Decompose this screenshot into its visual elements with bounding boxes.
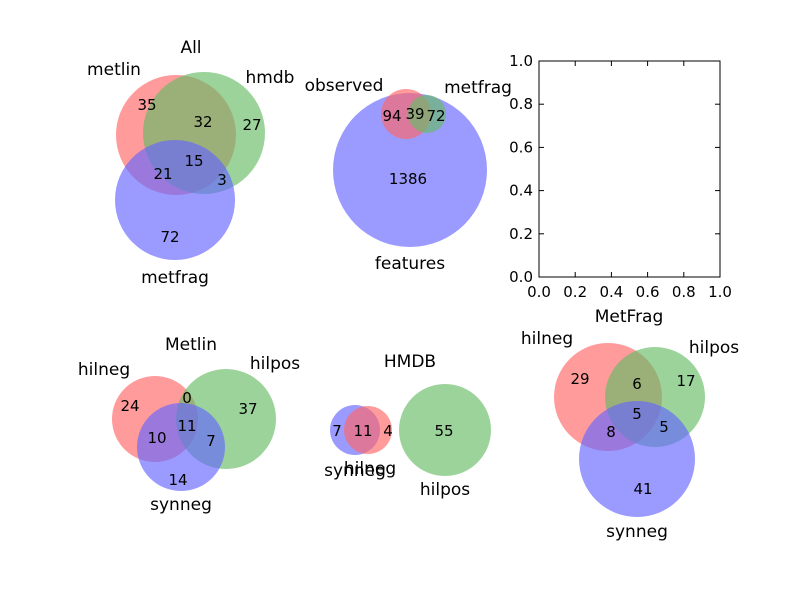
set-label-hilpos: hilpos bbox=[250, 354, 300, 374]
region-count: 32 bbox=[193, 113, 212, 131]
empty-axes: 0.0 0.2 0.4 0.6 0.8 1.0 0.0 0.2 0.4 0.6 0.8 1.0 bbox=[509, 52, 732, 301]
region-count: 6 bbox=[632, 375, 642, 393]
region-count: 5 bbox=[632, 405, 642, 423]
set-circle-metfrag bbox=[408, 95, 446, 133]
region-count: 4 bbox=[383, 422, 393, 440]
x-tick-label: 1.0 bbox=[708, 283, 732, 301]
x-tick-label: 0.8 bbox=[672, 283, 696, 301]
y-tick-label: 1.0 bbox=[509, 52, 533, 70]
venn-metlin: Metlin hilneg hilpos synneg 24 37 0 14 1… bbox=[78, 335, 300, 515]
set-label-synneg: synneg bbox=[150, 495, 212, 515]
set-label-observed: observed bbox=[305, 76, 384, 96]
region-count: 10 bbox=[147, 429, 166, 447]
set-circle-synneg bbox=[579, 401, 695, 517]
set-label-metlin: metlin bbox=[87, 60, 141, 80]
region-count: 72 bbox=[160, 228, 179, 246]
region-count: 14 bbox=[168, 471, 187, 489]
region-count: 7 bbox=[206, 432, 216, 450]
region-count: 72 bbox=[426, 107, 445, 125]
x-tick-label: 0.2 bbox=[563, 283, 587, 301]
region-count: 8 bbox=[606, 423, 616, 441]
region-count: 94 bbox=[382, 107, 401, 125]
region-count: 55 bbox=[434, 422, 453, 440]
region-count: 37 bbox=[238, 400, 257, 418]
x-tick-label: 0.4 bbox=[599, 283, 623, 301]
axes-frame bbox=[538, 60, 721, 278]
set-label-hilpos: hilpos bbox=[420, 480, 470, 500]
set-circle-metfrag bbox=[115, 140, 235, 260]
region-count: 7 bbox=[332, 422, 342, 440]
region-count: 5 bbox=[659, 418, 669, 436]
region-count: 24 bbox=[120, 397, 139, 415]
venn-title: Metlin bbox=[165, 335, 217, 355]
set-label-synneg: synneg bbox=[324, 461, 386, 481]
set-label-hilpos: hilpos bbox=[689, 338, 739, 358]
region-count: 3 bbox=[217, 171, 227, 189]
set-label-hilneg: hilneg bbox=[78, 360, 130, 380]
set-label-synneg: synneg bbox=[606, 522, 668, 542]
set-label-metfrag: metfrag bbox=[444, 78, 512, 98]
region-count: 27 bbox=[242, 116, 261, 134]
y-tick-label: 0.4 bbox=[509, 182, 533, 200]
venn-title: All bbox=[180, 38, 201, 58]
set-circle-hilneg bbox=[344, 406, 392, 454]
set-circle-hilpos bbox=[399, 384, 491, 476]
region-count: 29 bbox=[570, 370, 589, 388]
set-circle-features bbox=[333, 93, 487, 247]
axis-ticks: 0.0 0.2 0.4 0.6 0.8 1.0 0.0 0.2 0.4 0.6 0.8 1.0 bbox=[509, 52, 732, 301]
y-tick-label: 0.0 bbox=[509, 268, 533, 286]
region-count: 0 bbox=[182, 389, 192, 407]
set-label-hilneg: hilneg bbox=[521, 329, 573, 349]
venn-hmdb: HMDB hilneg hilpos synneg 4 55 7 11 bbox=[324, 352, 491, 500]
set-label-hmdb: hmdb bbox=[246, 68, 295, 88]
y-tick-label: 0.2 bbox=[509, 225, 533, 243]
set-circle-synneg bbox=[137, 403, 225, 491]
region-count: 21 bbox=[153, 165, 172, 183]
region-count: 41 bbox=[633, 480, 652, 498]
region-count: 1386 bbox=[389, 170, 427, 188]
region-count: 17 bbox=[676, 372, 695, 390]
set-label-hilneg: hilneg bbox=[344, 459, 396, 479]
x-tick-label: 0.0 bbox=[527, 283, 551, 301]
set-label-metfrag: metfrag bbox=[141, 268, 209, 288]
venn-metfrag: MetFrag hilneg hilpos synneg 29 17 6 41 … bbox=[521, 307, 739, 542]
venn-features: observed metfrag features 94 39 72 1386 bbox=[305, 76, 512, 274]
venn-title: MetFrag bbox=[595, 307, 664, 327]
region-count: 39 bbox=[405, 105, 424, 123]
region-count: 35 bbox=[137, 96, 156, 114]
set-label-features: features bbox=[375, 254, 445, 274]
region-count: 11 bbox=[353, 422, 372, 440]
venn-all: All metlin hmdb metfrag 35 27 32 72 21 3… bbox=[87, 38, 294, 288]
y-tick-label: 0.6 bbox=[509, 138, 533, 156]
region-count: 11 bbox=[177, 417, 196, 435]
x-tick-label: 0.6 bbox=[636, 283, 660, 301]
region-count: 15 bbox=[184, 152, 203, 170]
y-tick-label: 0.8 bbox=[509, 95, 533, 113]
venn-title: HMDB bbox=[384, 352, 436, 372]
